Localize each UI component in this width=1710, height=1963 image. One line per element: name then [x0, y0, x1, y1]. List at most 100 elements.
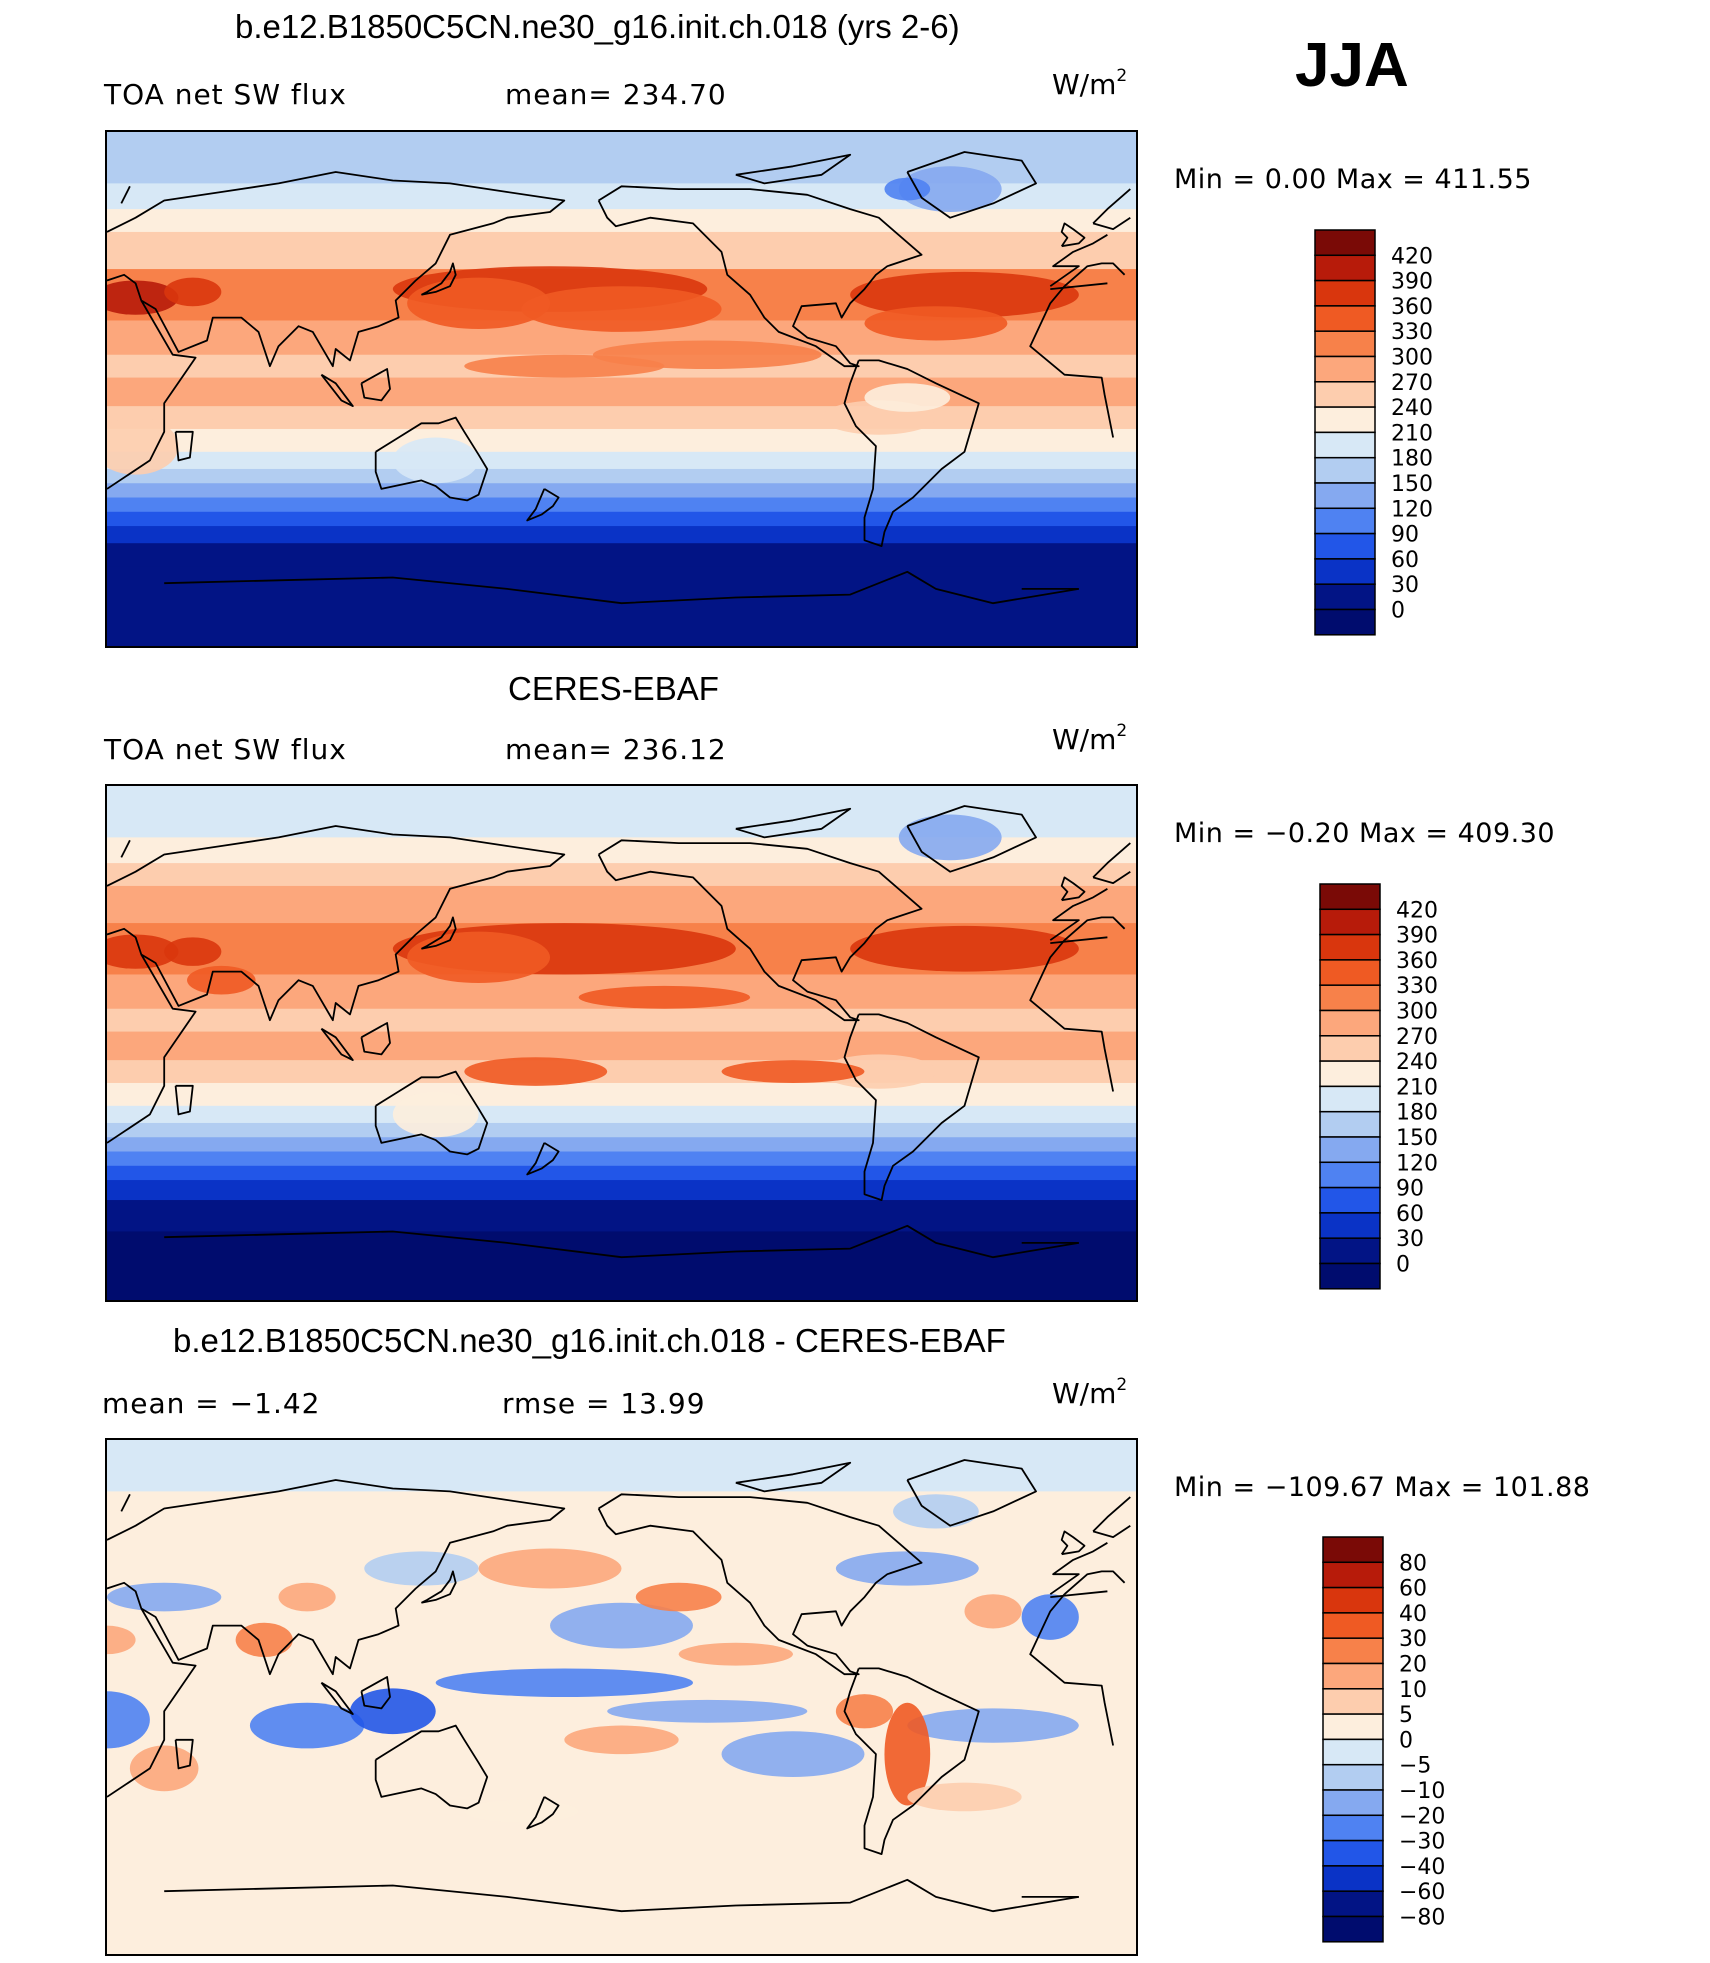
map-band [107, 1165, 1136, 1181]
coastline [735, 153, 852, 185]
colorbar-swatch [1314, 355, 1376, 383]
coastline [1092, 1496, 1131, 1533]
map-band [107, 483, 1136, 499]
coastline [374, 416, 489, 502]
colorbar-swatch [1322, 1763, 1384, 1791]
coastline [1029, 939, 1114, 1092]
map-field-patch [107, 1582, 222, 1612]
coastline [1029, 1593, 1114, 1746]
colorbar-swatch [1322, 1586, 1384, 1614]
map-band [107, 511, 1136, 527]
map-band [107, 526, 1136, 544]
colorbar-tick-label: 210 [1391, 421, 1433, 446]
map-band [107, 1082, 1136, 1107]
map-field-patch [464, 1057, 608, 1086]
colorbar-tick-label: 150 [1396, 1126, 1438, 1151]
map-band [107, 231, 1136, 270]
map-field-patch [898, 814, 1002, 861]
colorbar-tick-label: 390 [1391, 270, 1433, 295]
colorbar-swatch [1319, 1161, 1381, 1189]
coastline [107, 1479, 566, 1676]
map-field-patch [392, 1091, 479, 1138]
map-field-patch [721, 1060, 865, 1083]
coastline [164, 1878, 1079, 1913]
coastline [420, 1570, 457, 1604]
colorbar-swatch [1319, 1262, 1381, 1290]
coastline [597, 1493, 923, 1676]
panel-1-minmax: Min = 0.00 Max = 411.55 [1174, 164, 1532, 195]
colorbar-tick-label: 90 [1391, 523, 1419, 548]
colorbar-tick-label: 10 [1399, 1678, 1427, 1703]
map-field-patch [635, 1582, 722, 1612]
coastline [120, 839, 131, 858]
coastline [735, 807, 852, 839]
coastline [420, 916, 457, 950]
coastline [107, 171, 566, 368]
map-field-patch [835, 1551, 979, 1586]
map-field-patch [407, 277, 551, 330]
panel-1-mean-label: mean= 234.70 [505, 78, 727, 111]
panel-2-variable-label: TOA net SW flux [104, 733, 347, 766]
map-band [107, 863, 1136, 887]
map-field-patch [107, 417, 179, 475]
panel-3-rmse-label: rmse = 13.99 [502, 1387, 706, 1420]
colorbar-tick-label: 120 [1391, 497, 1433, 522]
colorbar-tick-label: 420 [1391, 244, 1433, 269]
map-field-patch [364, 1551, 479, 1586]
colorbar-swatch [1319, 1237, 1381, 1265]
map-band [107, 1008, 1136, 1033]
coastline [320, 373, 354, 407]
colorbar-tick-label: 0 [1391, 599, 1405, 624]
colorbar-swatch [1319, 1009, 1381, 1037]
coastline [1060, 1530, 1086, 1556]
map-field-patch [884, 177, 931, 201]
map-field-patch [678, 1642, 793, 1666]
colorbar-swatch [1322, 1662, 1384, 1690]
panel-1-map [105, 130, 1138, 648]
colorbar-tick-label: 90 [1396, 1177, 1424, 1202]
colorbar-swatch [1322, 1789, 1384, 1817]
colorbar-tick-label: 40 [1399, 1602, 1427, 1627]
map-field-patch [893, 1494, 979, 1529]
colorbar-swatch [1319, 1110, 1381, 1138]
panel-2-title: CERES-EBAF [508, 670, 719, 707]
colorbar-swatch [1319, 1060, 1381, 1088]
colorbar-swatch [1322, 1637, 1384, 1665]
map-field-patch [835, 1694, 894, 1729]
map-field-patch [392, 437, 479, 484]
coastline [320, 1027, 354, 1061]
colorbar-swatch [1314, 456, 1376, 484]
colorbar-tick-label: 330 [1391, 320, 1433, 345]
coastline [1060, 222, 1086, 248]
map-band [107, 1151, 1136, 1167]
coastline [1049, 234, 1108, 287]
colorbar-swatch [1314, 507, 1376, 535]
coastline [107, 954, 197, 1144]
panel-2-mean-label: mean= 236.12 [505, 733, 727, 766]
colorbar-swatch [1319, 883, 1381, 911]
panel-3-title: b.e12.B1850C5CN.ne30_g16.init.ch.018 - C… [173, 1322, 1006, 1359]
coastline [107, 300, 197, 490]
map-band [107, 885, 1136, 924]
map-band [107, 497, 1136, 513]
coastline [174, 1738, 194, 1770]
map-field-patch [407, 931, 551, 984]
coastline [526, 1142, 560, 1176]
colorbar-tick-label: 420 [1396, 898, 1438, 923]
coastline [1092, 188, 1131, 225]
colorbar-swatch [1314, 279, 1376, 307]
map-field-patch [550, 1602, 693, 1649]
coastline [1092, 842, 1131, 879]
coastline [1092, 216, 1131, 230]
coastline [174, 1084, 194, 1116]
colorbar-tick-label: 300 [1396, 1000, 1438, 1025]
map-band [107, 209, 1136, 233]
map-band [107, 1137, 1136, 1153]
colorbar-tick-label: −30 [1399, 1830, 1445, 1855]
colorbar-swatch [1314, 431, 1376, 459]
coastline [1092, 1524, 1131, 1538]
colorbar-swatch [1314, 254, 1376, 282]
map-field-patch [249, 1702, 365, 1749]
colorbar-tick-label: 80 [1399, 1551, 1427, 1576]
coastline [1063, 262, 1126, 287]
